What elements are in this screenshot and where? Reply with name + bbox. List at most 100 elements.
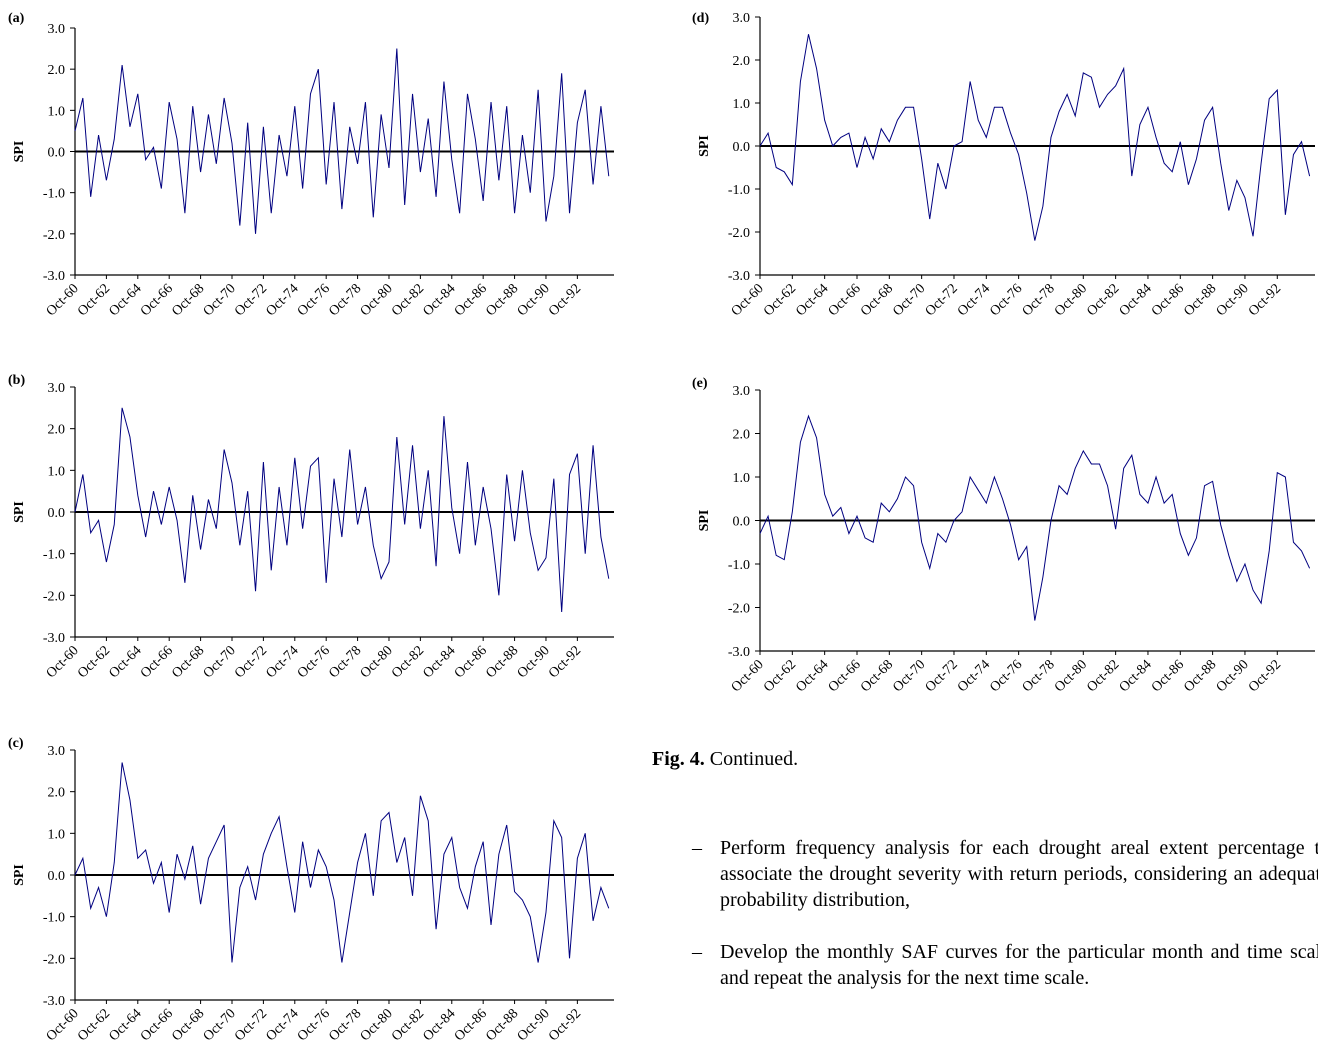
x-tick-label: Oct-64 bbox=[107, 1006, 145, 1044]
x-tick-label: Oct-76 bbox=[987, 281, 1025, 319]
panel-label: (a) bbox=[8, 11, 25, 26]
panel-label: (b) bbox=[8, 373, 25, 388]
x-tick-label: Oct-90 bbox=[1214, 281, 1252, 319]
y-tick-label: -1.0 bbox=[43, 911, 65, 926]
x-tick-label: Oct-80 bbox=[358, 1006, 396, 1044]
y-tick-label: 2.0 bbox=[733, 428, 751, 443]
x-tick-label: Oct-76 bbox=[295, 643, 333, 681]
x-tick-label: Oct-86 bbox=[1149, 657, 1187, 695]
spi-line bbox=[74, 762, 610, 963]
caption: Fig. 4. Continued. bbox=[652, 748, 798, 771]
x-tick-label: Oct-70 bbox=[890, 281, 928, 319]
x-tick-label: Oct-60 bbox=[729, 281, 767, 319]
x-tick-label: Oct-66 bbox=[138, 643, 176, 681]
x-tick-label: Oct-64 bbox=[107, 281, 145, 319]
x-tick-label: Oct-90 bbox=[515, 1006, 553, 1044]
bullet-marker: – bbox=[692, 837, 702, 859]
x-tick-label: Oct-60 bbox=[44, 1006, 82, 1044]
x-tick-label: Oct-78 bbox=[326, 281, 364, 319]
x-tick-label: Oct-70 bbox=[890, 657, 928, 695]
x-tick-label: Oct-66 bbox=[138, 281, 176, 319]
x-tick-label: Oct-86 bbox=[452, 1006, 490, 1044]
y-tick-label: 0.0 bbox=[48, 146, 66, 161]
x-tick-label: Oct-60 bbox=[44, 643, 82, 681]
y-tick-label: -3.0 bbox=[43, 269, 65, 284]
y-tick-label: 3.0 bbox=[48, 744, 66, 759]
y-tick-label: -1.0 bbox=[43, 548, 65, 563]
x-tick-label: Oct-92 bbox=[546, 643, 584, 681]
y-tick-label: 3.0 bbox=[48, 381, 66, 396]
bullet-marker: – bbox=[692, 941, 702, 963]
x-tick-label: Oct-62 bbox=[75, 643, 113, 681]
x-tick-label: Oct-90 bbox=[1214, 657, 1252, 695]
x-tick-label: Oct-68 bbox=[169, 281, 207, 319]
spi-line bbox=[74, 407, 610, 613]
x-tick-label: Oct-66 bbox=[826, 281, 864, 319]
x-tick-label: Oct-68 bbox=[858, 657, 896, 695]
x-tick-label: Oct-72 bbox=[923, 657, 961, 695]
x-tick-label: Oct-70 bbox=[201, 643, 239, 681]
y-tick-label: -3.0 bbox=[728, 269, 750, 284]
y-tick-label: 0.0 bbox=[733, 515, 751, 530]
x-tick-label: Oct-88 bbox=[1181, 657, 1219, 695]
x-tick-label: Oct-92 bbox=[546, 1006, 584, 1044]
y-tick-label: 2.0 bbox=[48, 786, 66, 801]
x-tick-label: Oct-64 bbox=[107, 643, 145, 681]
x-tick-label: Oct-86 bbox=[452, 281, 490, 319]
x-tick-label: Oct-78 bbox=[1020, 657, 1058, 695]
x-tick-label: Oct-78 bbox=[326, 643, 364, 681]
y-tick-label: 1.0 bbox=[48, 464, 66, 479]
y-tick-label: 1.0 bbox=[48, 827, 66, 842]
x-tick-label: Oct-90 bbox=[515, 281, 553, 319]
x-tick-label: Oct-92 bbox=[1246, 657, 1284, 695]
x-tick-label: Oct-76 bbox=[295, 281, 333, 319]
x-tick-label: Oct-64 bbox=[793, 657, 831, 695]
x-tick-label: Oct-82 bbox=[389, 281, 427, 319]
x-tick-label: Oct-80 bbox=[358, 281, 396, 319]
x-tick-label: Oct-84 bbox=[1117, 281, 1155, 319]
x-tick-label: Oct-76 bbox=[987, 657, 1025, 695]
bullet-list: – Perform frequency analysis for each dro… bbox=[684, 835, 1318, 1017]
x-tick-label: Oct-84 bbox=[1117, 657, 1155, 695]
y-axis-label: SPI bbox=[12, 501, 27, 523]
x-tick-label: Oct-88 bbox=[483, 281, 521, 319]
y-tick-label: 2.0 bbox=[48, 423, 66, 438]
spi-line bbox=[759, 414, 1311, 621]
spi-line bbox=[759, 34, 1311, 241]
x-tick-label: Oct-84 bbox=[420, 1006, 458, 1044]
y-tick-label: -2.0 bbox=[728, 226, 750, 241]
y-axis-label: SPI bbox=[12, 141, 27, 163]
chart-panel: (d)SPI-3.0-2.0-1.00.01.02.03.0Oct-60Oct-… bbox=[692, 11, 1315, 319]
x-tick-label: Oct-82 bbox=[389, 1006, 427, 1044]
y-axis-label: SPI bbox=[697, 135, 712, 157]
panel-label: (e) bbox=[692, 376, 708, 391]
x-tick-label: Oct-72 bbox=[232, 643, 270, 681]
y-tick-label: 1.0 bbox=[733, 97, 751, 112]
x-tick-label: Oct-92 bbox=[1246, 281, 1284, 319]
y-tick-label: 0.0 bbox=[733, 140, 751, 155]
spi-line bbox=[74, 48, 610, 234]
y-tick-label: -2.0 bbox=[43, 228, 65, 243]
panel-label: (c) bbox=[8, 736, 24, 751]
chart-panel: (b)SPI-3.0-2.0-1.00.01.02.03.0Oct-60Oct-… bbox=[8, 373, 614, 681]
x-tick-label: Oct-66 bbox=[826, 657, 864, 695]
y-tick-label: 0.0 bbox=[48, 506, 66, 521]
y-tick-label: -2.0 bbox=[43, 952, 65, 967]
x-tick-label: Oct-74 bbox=[264, 1006, 302, 1044]
x-tick-label: Oct-80 bbox=[1052, 657, 1090, 695]
x-tick-label: Oct-74 bbox=[264, 281, 302, 319]
x-tick-label: Oct-84 bbox=[420, 281, 458, 319]
x-tick-label: Oct-74 bbox=[955, 281, 993, 319]
y-tick-label: -2.0 bbox=[728, 602, 750, 617]
y-tick-label: -3.0 bbox=[728, 645, 750, 660]
x-tick-label: Oct-62 bbox=[761, 657, 799, 695]
x-tick-label: Oct-70 bbox=[201, 281, 239, 319]
y-tick-label: 2.0 bbox=[733, 54, 751, 69]
x-tick-label: Oct-88 bbox=[483, 1006, 521, 1044]
bullet: – Perform frequency analysis for each dro… bbox=[684, 835, 1318, 913]
x-tick-label: Oct-78 bbox=[1020, 281, 1058, 319]
bullet-text: Perform frequency analysis for each drou… bbox=[720, 837, 1318, 911]
y-tick-label: -3.0 bbox=[43, 994, 65, 1009]
y-tick-label: 2.0 bbox=[48, 63, 66, 78]
y-tick-label: -1.0 bbox=[728, 558, 750, 573]
